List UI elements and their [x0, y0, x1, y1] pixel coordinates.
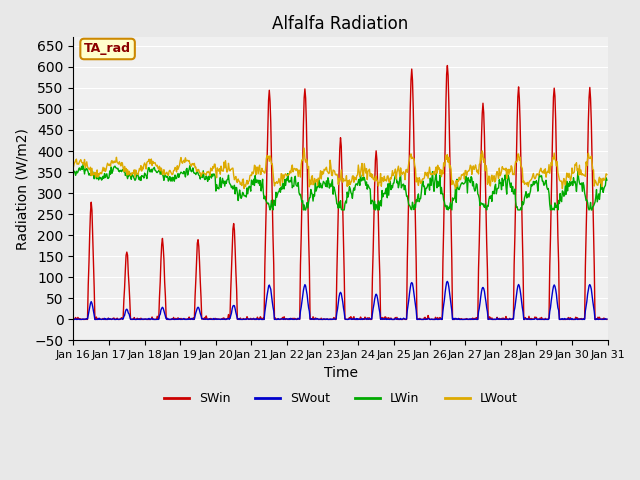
LWout [406, 156, 413, 162]
SWout [189, 316, 196, 322]
SWin [603, 316, 611, 322]
SWin [217, 316, 225, 322]
LWin [266, 207, 274, 213]
SWout [406, 290, 413, 296]
LWout [134, 172, 142, 178]
SWin [135, 316, 143, 322]
Line: LWin: LWin [74, 165, 607, 210]
SWout [421, 316, 429, 322]
SWout [70, 316, 77, 322]
LWout [421, 169, 429, 175]
Title: Alfalfa Radiation: Alfalfa Radiation [273, 15, 408, 33]
LWout [603, 172, 611, 178]
X-axis label: Time: Time [323, 366, 358, 380]
LWout [216, 171, 224, 177]
LWin [189, 165, 196, 171]
LWin [70, 170, 77, 176]
LWout [188, 161, 196, 167]
SWin [80, 316, 88, 322]
LWin [422, 185, 429, 191]
SWin [444, 62, 451, 68]
LWin [406, 204, 414, 210]
SWin [70, 316, 78, 322]
Legend: SWin, SWout, LWin, LWout: SWin, SWout, LWin, LWout [159, 387, 522, 410]
LWin [135, 176, 143, 182]
LWin [217, 185, 225, 191]
SWin [421, 314, 429, 320]
Text: TA_rad: TA_rad [84, 43, 131, 56]
SWout [603, 316, 611, 322]
SWin [189, 315, 196, 321]
LWout [300, 145, 308, 151]
LWin [79, 162, 87, 168]
Line: LWout: LWout [74, 148, 607, 189]
SWout [70, 316, 78, 322]
SWout [135, 316, 143, 322]
SWout [444, 278, 451, 284]
Y-axis label: Radiation (W/m2): Radiation (W/m2) [15, 128, 29, 250]
SWout [80, 316, 88, 322]
LWout [79, 159, 87, 165]
SWin [70, 316, 77, 322]
LWout [70, 164, 77, 170]
SWin [406, 143, 413, 148]
LWin [603, 177, 611, 183]
Line: SWin: SWin [74, 65, 607, 319]
SWout [217, 316, 225, 322]
LWout [452, 186, 460, 192]
LWin [80, 166, 88, 172]
Line: SWout: SWout [74, 281, 607, 319]
